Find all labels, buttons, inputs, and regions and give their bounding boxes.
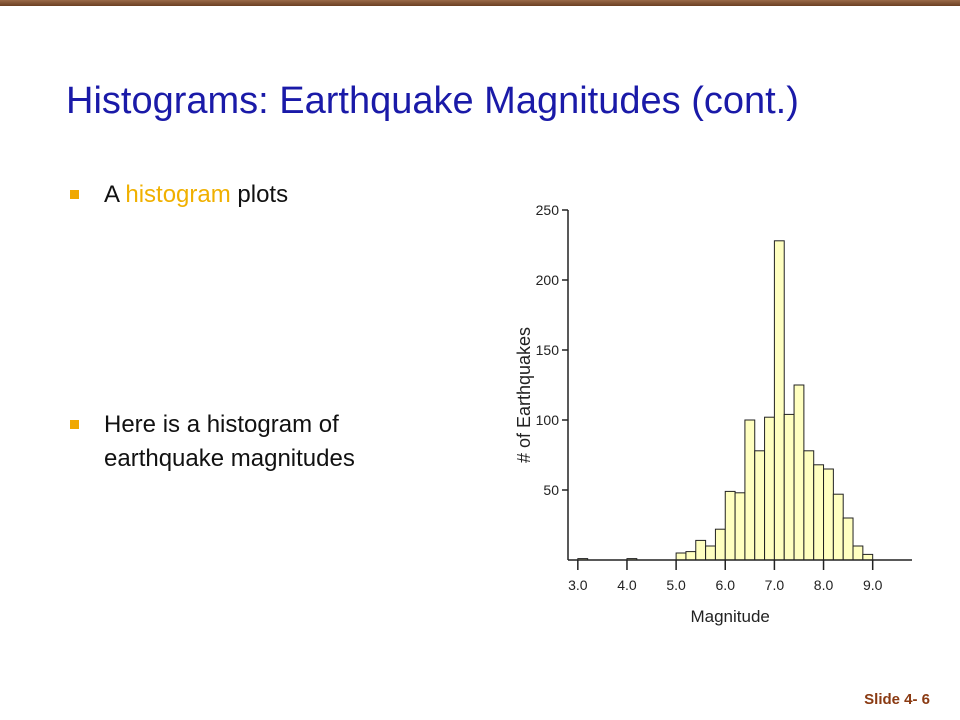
- bullet-text-2: Here is a histogram of earthquake magnit…: [104, 411, 355, 472]
- x-tick-label: 4.0: [617, 577, 637, 593]
- histogram-bar: [705, 545, 716, 561]
- histogram-bar: [695, 539, 707, 561]
- histogram-bar: [754, 450, 766, 561]
- x-tick-label: 5.0: [666, 577, 686, 593]
- bullet-item-1: A histogram plots: [70, 178, 288, 212]
- histogram-bar: [714, 528, 726, 561]
- x-tick-label: 8.0: [814, 577, 834, 593]
- bullet-marker-icon: [70, 420, 79, 429]
- histogram-bar: [773, 240, 785, 561]
- histogram-bar: [675, 552, 687, 561]
- y-tick-label: 50: [543, 482, 559, 498]
- x-tick-label: 7.0: [765, 577, 785, 593]
- histogram-bar: [862, 553, 874, 561]
- histogram-bar: [734, 492, 746, 561]
- bullet-highlight-term: histogram: [125, 181, 231, 208]
- x-tick-label: 3.0: [568, 577, 588, 593]
- y-tick-label: 250: [536, 202, 560, 218]
- histogram-bar: [852, 545, 864, 561]
- histogram-bar: [764, 416, 775, 561]
- histogram-bar: [783, 413, 795, 561]
- histogram-bar: [823, 468, 834, 561]
- y-axis-title: # of Earthquakes: [514, 327, 534, 463]
- histogram-bar: [724, 490, 736, 561]
- x-tick-label: 9.0: [863, 577, 883, 593]
- bullet-text-1-part-a: A: [104, 181, 126, 208]
- bullet-marker-icon: [70, 190, 79, 199]
- bullet-text-1: A histogram plots: [104, 178, 288, 212]
- earthquake-histogram-chart: 50 100 150 200 250 3.0 4.0 5.0 6.0 7.0 8.0 9.0 Magni…: [514, 202, 912, 626]
- x-tick-label: 6.0: [716, 577, 736, 593]
- slide-top-bar: [0, 0, 960, 6]
- bullet-text-1-part-c: plots: [230, 181, 289, 208]
- slide-number: Slide 4- 6: [864, 691, 930, 708]
- y-tick-label: 150: [536, 342, 560, 358]
- histogram-bar: [832, 493, 844, 561]
- histogram-bar: [803, 450, 815, 561]
- histogram-bar: [685, 551, 697, 561]
- histogram-bar: [813, 464, 825, 561]
- slide-title: Histograms: Earthquake Magnitudes (cont.…: [66, 80, 799, 122]
- y-tick-label: 100: [536, 412, 560, 428]
- histogram-bar: [744, 419, 756, 561]
- histogram-bar: [842, 517, 854, 561]
- histogram-bar: [793, 384, 805, 561]
- y-tick-label: 200: [536, 272, 560, 288]
- bullet-item-2: Here is a histogram of earthquake magnit…: [70, 408, 450, 476]
- x-axis-title: Magnitude: [690, 607, 769, 626]
